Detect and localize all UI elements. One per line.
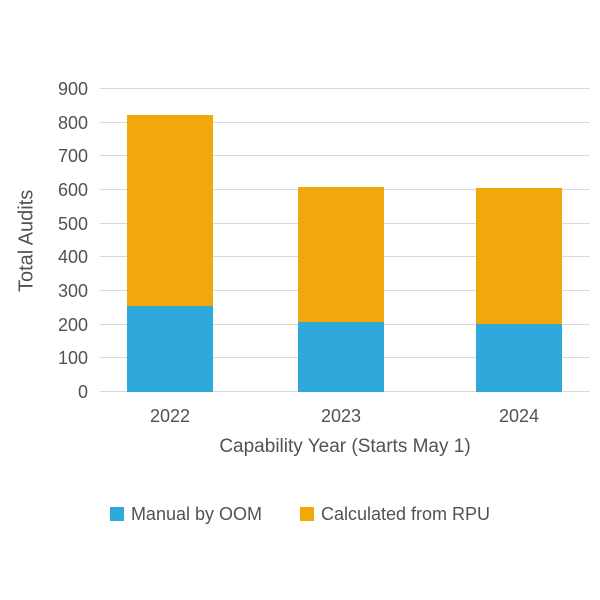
legend-item-manual-by-oom: Manual by OOM [109,503,262,525]
gridline-800 [100,121,590,123]
legend-label: Manual by OOM [130,503,262,524]
gridline-900 [100,88,590,89]
bar-segment-2023-calculated-from-rpu [298,187,384,322]
y-tick-label-600: 600 [57,180,88,200]
x-axis-category-labels: 2022 2023 2024 [100,406,590,428]
y-tick-label-400: 400 [57,247,88,268]
y-tick-label-700: 700 [57,146,88,167]
legend-swatch-icon [299,507,314,521]
bar-segment-2024-calculated-from-rpu [476,188,562,325]
x-category-label-2022: 2022 [149,406,191,426]
y-tick-label-0: 0 [77,382,88,402]
bar-segment-2022-calculated-from-rpu [127,115,213,306]
y-tick-label-100: 100 [57,348,88,369]
y-tick-label-200: 200 [57,314,88,335]
legend-item-calculated-from-rpu: Calculated from RPU [299,503,491,525]
bar-segment-2024-manual-by-oom [476,324,562,392]
y-tick-label-900: 900 [57,79,88,99]
x-category-label-2023: 2023 [320,406,362,426]
x-category-label-2024: 2024 [498,406,540,426]
legend: Manual by OOM Calculated from RPU [0,502,600,526]
bar-segment-2023-manual-by-oom [298,321,384,392]
x-axis-title: Capability Year (Starts May 1) [219,436,471,457]
y-tick-label-300: 300 [57,281,88,301]
y-tick-label-800: 800 [57,112,88,133]
y-axis-tick-labels: 0 100 200 300 400 500 600 700 800 900 [0,80,88,401]
plot-area [100,88,590,392]
gridline-700 [100,155,590,157]
legend-label: Calculated from RPU [320,503,491,524]
bar-segment-2022-manual-by-oom [127,305,213,392]
y-tick-label-500: 500 [57,213,88,234]
legend-swatch-icon [109,507,124,521]
